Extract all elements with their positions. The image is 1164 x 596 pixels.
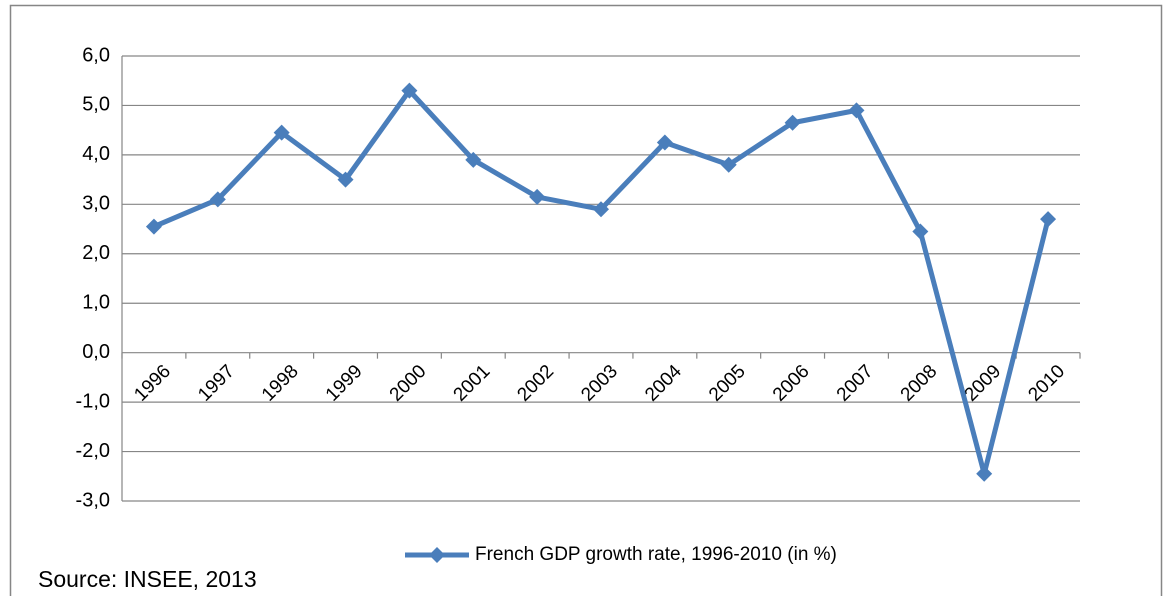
y-tick-label: 0,0 — [82, 341, 110, 363]
y-tick-label: -1,0 — [76, 390, 110, 412]
data-point — [465, 151, 482, 168]
data-point — [209, 191, 226, 208]
y-tick-label: 4,0 — [82, 143, 110, 165]
y-tick-label: 3,0 — [82, 193, 110, 215]
y-tick-label: 1,0 — [82, 292, 110, 314]
legend-marker — [429, 547, 445, 563]
data-point — [720, 156, 737, 173]
data-point — [145, 218, 162, 235]
y-tick-label: 2,0 — [82, 242, 110, 264]
y-tick-label: 5,0 — [82, 94, 110, 116]
data-point — [976, 465, 993, 482]
data-point — [848, 102, 865, 119]
data-point — [1040, 211, 1057, 228]
data-point — [784, 114, 801, 131]
data-point — [401, 82, 418, 99]
chart-border — [9, 4, 1163, 596]
source-note: Source: INSEE, 2013 — [38, 566, 257, 592]
data-point — [593, 201, 609, 218]
data-point — [656, 134, 673, 151]
data-point — [529, 188, 546, 205]
data-point — [912, 223, 929, 240]
y-tick-label: -2,0 — [76, 440, 110, 462]
data-point — [273, 124, 290, 141]
legend-label: French GDP growth rate, 1996-2010 (in %) — [475, 544, 837, 565]
data-point — [337, 171, 354, 188]
y-tick-label: 6,0 — [82, 44, 110, 66]
y-tick-label: -3,0 — [76, 489, 110, 511]
